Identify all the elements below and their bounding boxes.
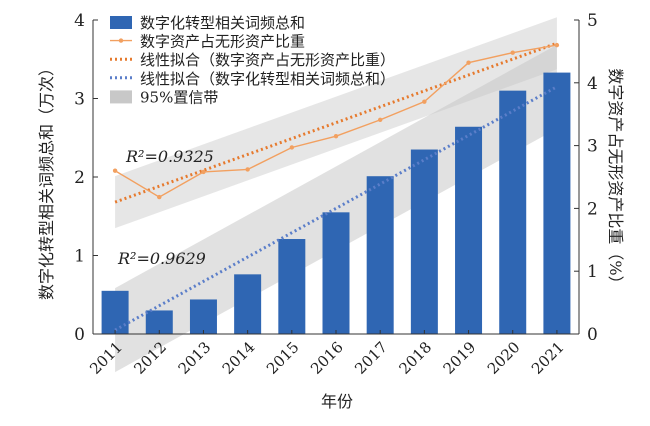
x-axis-title: 年份 xyxy=(321,392,353,411)
r2-bar-label: R²=0.9629 xyxy=(117,249,206,268)
y-left-tick-label: 1 xyxy=(74,247,85,267)
legend-swatch-bar xyxy=(110,16,132,29)
x-tick-label-2013: 2013 xyxy=(175,338,215,378)
fit-lines xyxy=(114,41,558,332)
y-left-tick-label: 0 xyxy=(74,325,85,345)
y-left-tick-label: 4 xyxy=(74,11,85,31)
x-tick-label-2014: 2014 xyxy=(219,338,259,378)
y-right-tick-label: 0 xyxy=(587,325,598,345)
y-right-tick-label: 4 xyxy=(587,74,598,94)
point-2021 xyxy=(554,42,560,48)
bar-2018 xyxy=(410,149,438,334)
y-right-tick-label: 5 xyxy=(587,11,598,31)
point-2018 xyxy=(422,99,427,104)
legend-label: 数字资产占无形资产比重 xyxy=(140,33,305,51)
confidence-band-line xyxy=(115,17,557,229)
legend: 数字化转型相关词频总和数字资产占无形资产比重线性拟合（数字资产占无形资产比重）线… xyxy=(110,14,395,106)
bar-2021 xyxy=(543,72,571,334)
fit-line-bar xyxy=(114,85,558,332)
point-2013 xyxy=(201,169,206,175)
point-2017 xyxy=(377,117,383,123)
legend-swatch-point xyxy=(118,38,124,43)
bar-2020 xyxy=(499,90,527,335)
y-right-tick-label: 1 xyxy=(587,262,598,282)
x-tick-label-2019: 2019 xyxy=(440,338,480,378)
legend-label: 线性拟合（数字资产占无形资产比重） xyxy=(140,51,395,69)
point-2016 xyxy=(333,133,339,139)
y-axis-title-right: 数字资产占无形资产比重（%） xyxy=(606,68,625,291)
legend-label: 线性拟合（数字化转型相关词频总和） xyxy=(140,70,395,88)
point-2014 xyxy=(245,167,250,172)
x-tick-label-2021: 2021 xyxy=(528,338,568,378)
x-tick-label-2020: 2020 xyxy=(484,338,524,378)
r2-line-label: R²=0.9325 xyxy=(125,147,214,166)
point-2011 xyxy=(112,168,118,173)
bar-2011 xyxy=(101,290,129,334)
bar-2012 xyxy=(145,310,173,334)
bar-2019 xyxy=(455,126,483,334)
bar-2016 xyxy=(322,212,350,334)
legend-swatch-band xyxy=(110,90,132,104)
bar-series xyxy=(101,72,571,335)
point-2019 xyxy=(466,60,471,65)
point-2012 xyxy=(157,194,162,200)
x-tick-label-2015: 2015 xyxy=(263,338,303,378)
point-2020 xyxy=(510,50,515,55)
x-tick-label-2017: 2017 xyxy=(351,338,391,378)
fit-line-ratio xyxy=(114,41,558,204)
point-2015 xyxy=(289,145,295,150)
line-series xyxy=(112,42,560,200)
y-axis-title-left: 数字化转型相关词频总和（万次） xyxy=(37,60,56,300)
bar-2014 xyxy=(234,274,262,334)
x-tick-label-2018: 2018 xyxy=(395,338,435,378)
y-left-tick-label: 2 xyxy=(74,168,85,188)
legend-label: 95%置信带 xyxy=(140,88,218,106)
bar-2013 xyxy=(189,299,217,334)
x-tick-label-2016: 2016 xyxy=(307,338,347,378)
y-left-tick-label: 3 xyxy=(74,90,85,110)
y-right-tick-label: 2 xyxy=(587,199,598,219)
bar-2015 xyxy=(278,239,306,334)
y-right-tick-label: 3 xyxy=(587,137,598,157)
legend-label: 数字化转型相关词频总和 xyxy=(140,14,305,32)
confidence-bands xyxy=(115,17,557,373)
confidence-band-bar xyxy=(115,44,557,373)
bar-2017 xyxy=(366,176,394,334)
